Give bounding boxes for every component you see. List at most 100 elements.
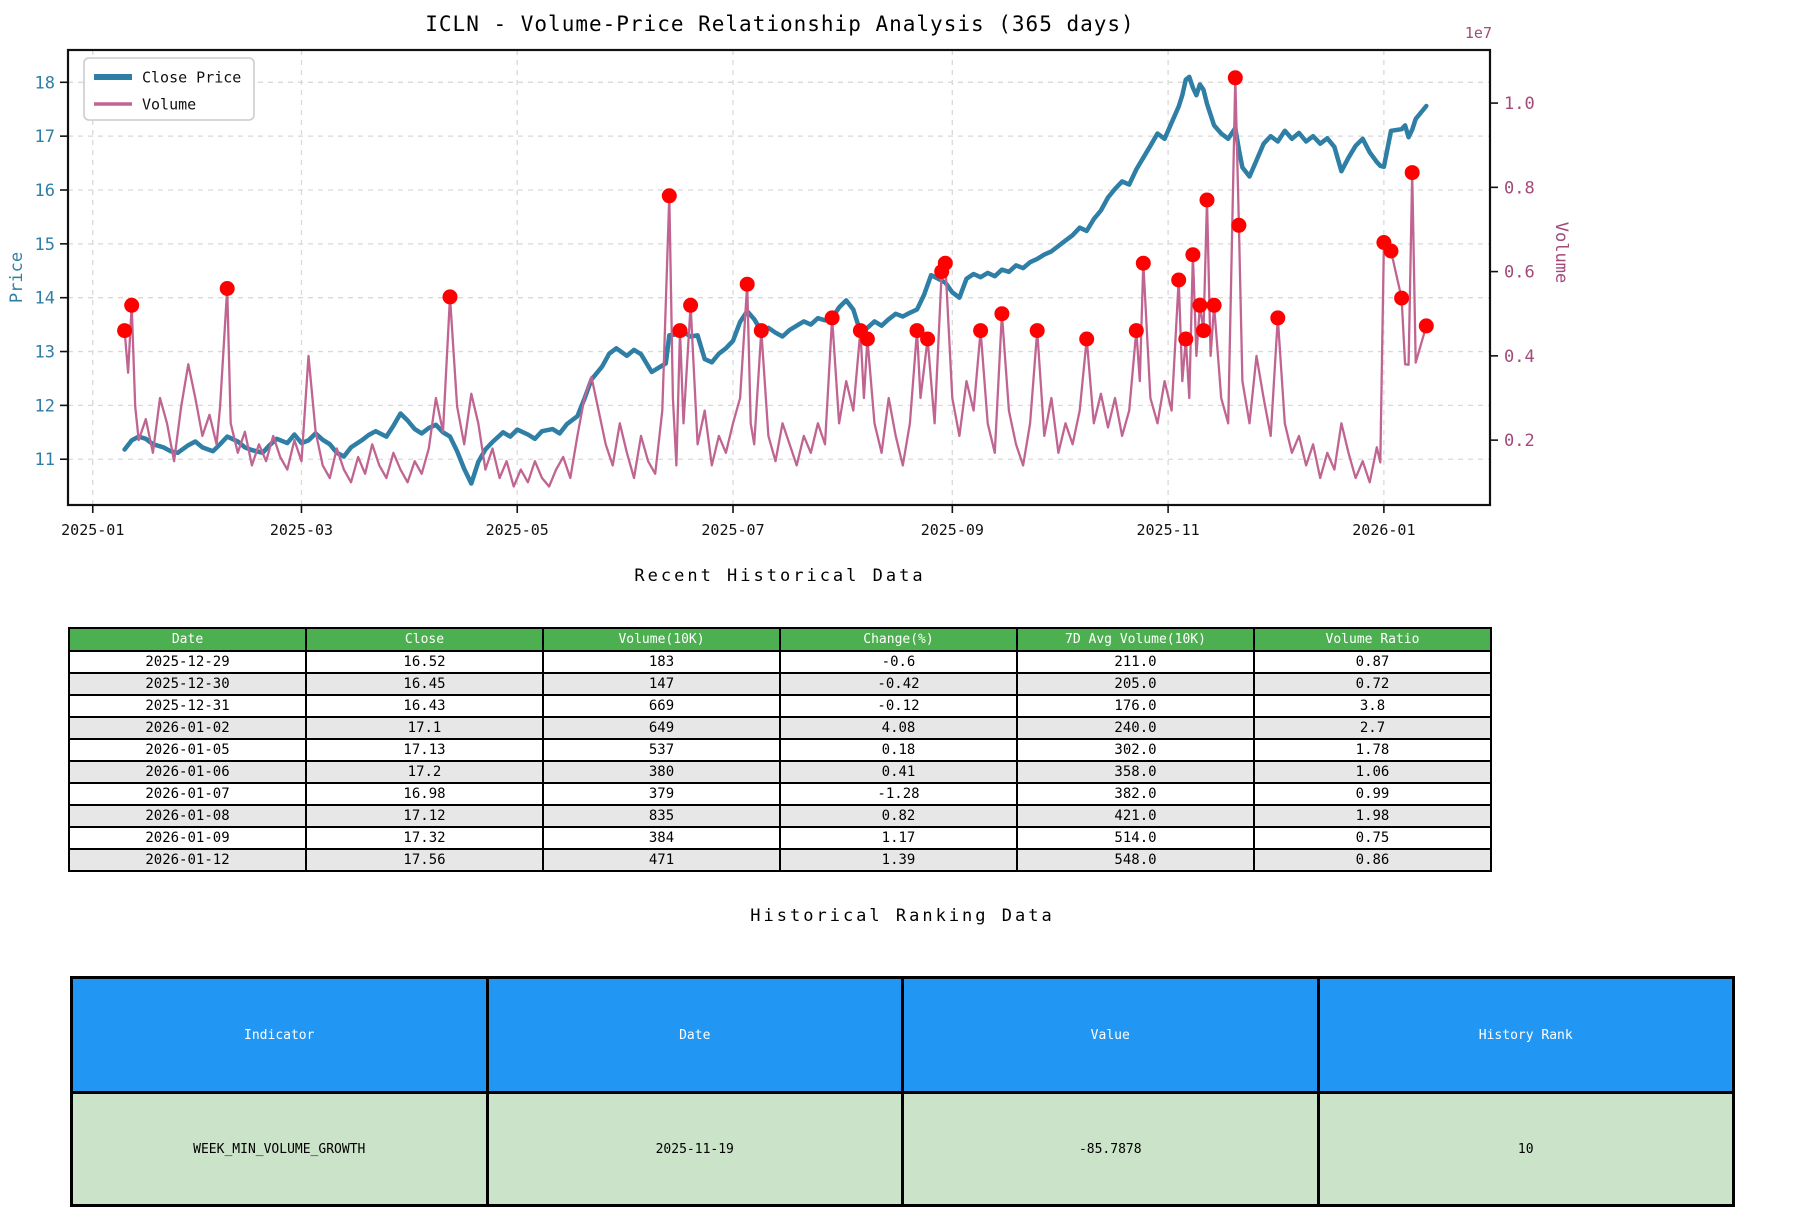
table-cell: 183 xyxy=(542,650,781,674)
spike-marker-dot xyxy=(661,188,677,204)
table-row: 2026-01-06 17.2 380 0.41 358.0 1.06 xyxy=(68,760,1492,784)
column-header: Change(%) xyxy=(779,627,1018,652)
table-cell: 0.18 xyxy=(779,738,1018,762)
price-tick-label: 15 xyxy=(35,235,55,255)
table-cell: 2025-12-31 xyxy=(68,694,307,718)
table-cell: 2026-01-07 xyxy=(68,782,307,806)
spike-marker-dot xyxy=(1394,290,1410,306)
table-cell: 2025-11-19 xyxy=(485,1091,904,1207)
column-header: History Rank xyxy=(1316,976,1735,1094)
table-cell: 0.87 xyxy=(1253,650,1492,674)
table-row: 2026-01-12 17.56 471 1.39 548.0 0.86 xyxy=(68,848,1492,872)
spike-marker-dot xyxy=(1029,323,1045,339)
spike-marker-dot xyxy=(672,323,688,339)
table-cell: -0.12 xyxy=(779,694,1018,718)
spike-marker-dot xyxy=(1192,297,1208,313)
spike-marker-dot xyxy=(1227,70,1243,86)
recent-historical-table: Date Close Volume(10K) Change(%) 7D Avg Volu… xyxy=(68,627,1492,872)
table-cell: 2025-12-30 xyxy=(68,672,307,696)
spike-marker-dot xyxy=(859,331,875,347)
table-cell: 669 xyxy=(542,694,781,718)
table-cell: 548.0 xyxy=(1016,848,1255,872)
spike-marker-dot xyxy=(1404,165,1420,181)
legend-label: Volume xyxy=(142,96,196,114)
spike-marker-dot xyxy=(1196,323,1211,339)
table-cell: 382.0 xyxy=(1016,782,1255,806)
spike-marker-dot xyxy=(739,276,755,292)
table-cell: 147 xyxy=(542,672,781,696)
table-cell: 2026-01-02 xyxy=(68,716,307,740)
table-cell: 16.43 xyxy=(305,694,544,718)
recent-table-title: Recent Historical Data xyxy=(634,566,926,586)
volume-tick-label: 1.0 xyxy=(1504,94,1535,114)
table-cell: 835 xyxy=(542,804,781,828)
table-cell: -0.42 xyxy=(779,672,1018,696)
spike-marker-dot xyxy=(824,310,840,326)
table-cell: 2.7 xyxy=(1253,716,1492,740)
table-cell: 2026-01-05 xyxy=(68,738,307,762)
table-cell: 1.78 xyxy=(1253,738,1492,762)
table-cell: -1.28 xyxy=(779,782,1018,806)
column-header: Volume Ratio xyxy=(1253,627,1492,652)
spike-marker-dot xyxy=(1185,247,1201,263)
volume-offset-label: 1e7 xyxy=(1465,24,1492,42)
spike-marker-dot xyxy=(1270,310,1286,326)
spike-marker-dot xyxy=(1135,255,1151,271)
spike-marker-dot xyxy=(219,281,235,296)
table-cell: 16.45 xyxy=(305,672,544,696)
x-tick-label: 2025-11 xyxy=(1136,521,1199,539)
table-cell: 16.52 xyxy=(305,650,544,674)
recent-table-header: Date Close Volume(10K) Change(%) 7D Avg Volu… xyxy=(68,627,1492,652)
table-cell: 2026-01-09 xyxy=(68,826,307,850)
ranking-table-title: Historical Ranking Data xyxy=(750,906,1055,926)
column-header: Close xyxy=(305,627,544,652)
spike-marker-dot xyxy=(1383,243,1399,259)
table-cell: 2026-01-12 xyxy=(68,848,307,872)
table-cell: 380 xyxy=(542,760,781,784)
table-row: WEEK_MIN_VOLUME_GROWTH 2025-11-19 -85.7878… xyxy=(70,1091,1735,1207)
table-cell: 0.41 xyxy=(779,760,1018,784)
column-header: Volume(10K) xyxy=(542,627,781,652)
price-tick-label: 18 xyxy=(35,73,55,93)
table-cell: 10 xyxy=(1316,1091,1735,1207)
price-tick-label: 14 xyxy=(35,289,55,309)
table-cell: 302.0 xyxy=(1016,738,1255,762)
table-cell: 0.75 xyxy=(1253,826,1492,850)
volume-price-chart: 2025-01 2025-03 2025-05 2025-07 2025-09 2025-… xyxy=(7,24,1571,539)
plot-border xyxy=(66,48,1492,507)
table-cell: 205.0 xyxy=(1016,672,1255,696)
table-cell: 384 xyxy=(542,826,781,850)
table-cell: 16.98 xyxy=(305,782,544,806)
price-tick-label: 16 xyxy=(35,181,55,201)
legend-label: Close Price xyxy=(142,69,241,87)
table-row: 2025-12-29 16.52 183 -0.6 211.0 0.87 xyxy=(68,650,1492,674)
spike-marker-dot xyxy=(937,255,953,271)
x-tick-label: 2026-01 xyxy=(1352,521,1415,539)
volume-axis-label: Volume xyxy=(1551,222,1571,283)
table-cell: 421.0 xyxy=(1016,804,1255,828)
spike-marker-dot xyxy=(994,306,1010,322)
spike-marker-dot xyxy=(1079,331,1095,347)
table-cell: 17.2 xyxy=(305,760,544,784)
volume-tick-label: 0.8 xyxy=(1504,178,1535,198)
legend: Close Price Volume xyxy=(83,57,255,121)
volume-axis-ticks: 0.2 0.4 0.6 0.8 1.0 xyxy=(1490,94,1535,451)
column-header: Date xyxy=(485,976,904,1094)
column-header: Indicator xyxy=(70,976,489,1094)
table-row: 2026-01-07 16.98 379 -1.28 382.0 0.99 xyxy=(68,782,1492,806)
table-cell: 379 xyxy=(542,782,781,806)
x-tick-label: 2025-01 xyxy=(61,521,124,539)
volume-tick-label: 0.4 xyxy=(1504,347,1535,367)
spike-marker-dot xyxy=(973,323,989,339)
price-tick-label: 12 xyxy=(35,396,55,416)
x-tick-label: 2025-07 xyxy=(701,521,764,539)
table-row: 2025-12-30 16.45 147 -0.42 205.0 0.72 xyxy=(68,672,1492,696)
spike-marker-dot xyxy=(1178,331,1194,347)
volume-line xyxy=(123,76,1428,488)
price-tick-label: 13 xyxy=(35,343,55,363)
ranking-table-header: Indicator Date Value History Rank xyxy=(70,976,1735,1094)
spike-marker-dot xyxy=(1199,192,1215,208)
spike-marker-dot xyxy=(117,323,133,339)
table-cell: 17.12 xyxy=(305,804,544,828)
chart-title: ICLN - Volume-Price Relationship Analysi… xyxy=(425,12,1135,36)
